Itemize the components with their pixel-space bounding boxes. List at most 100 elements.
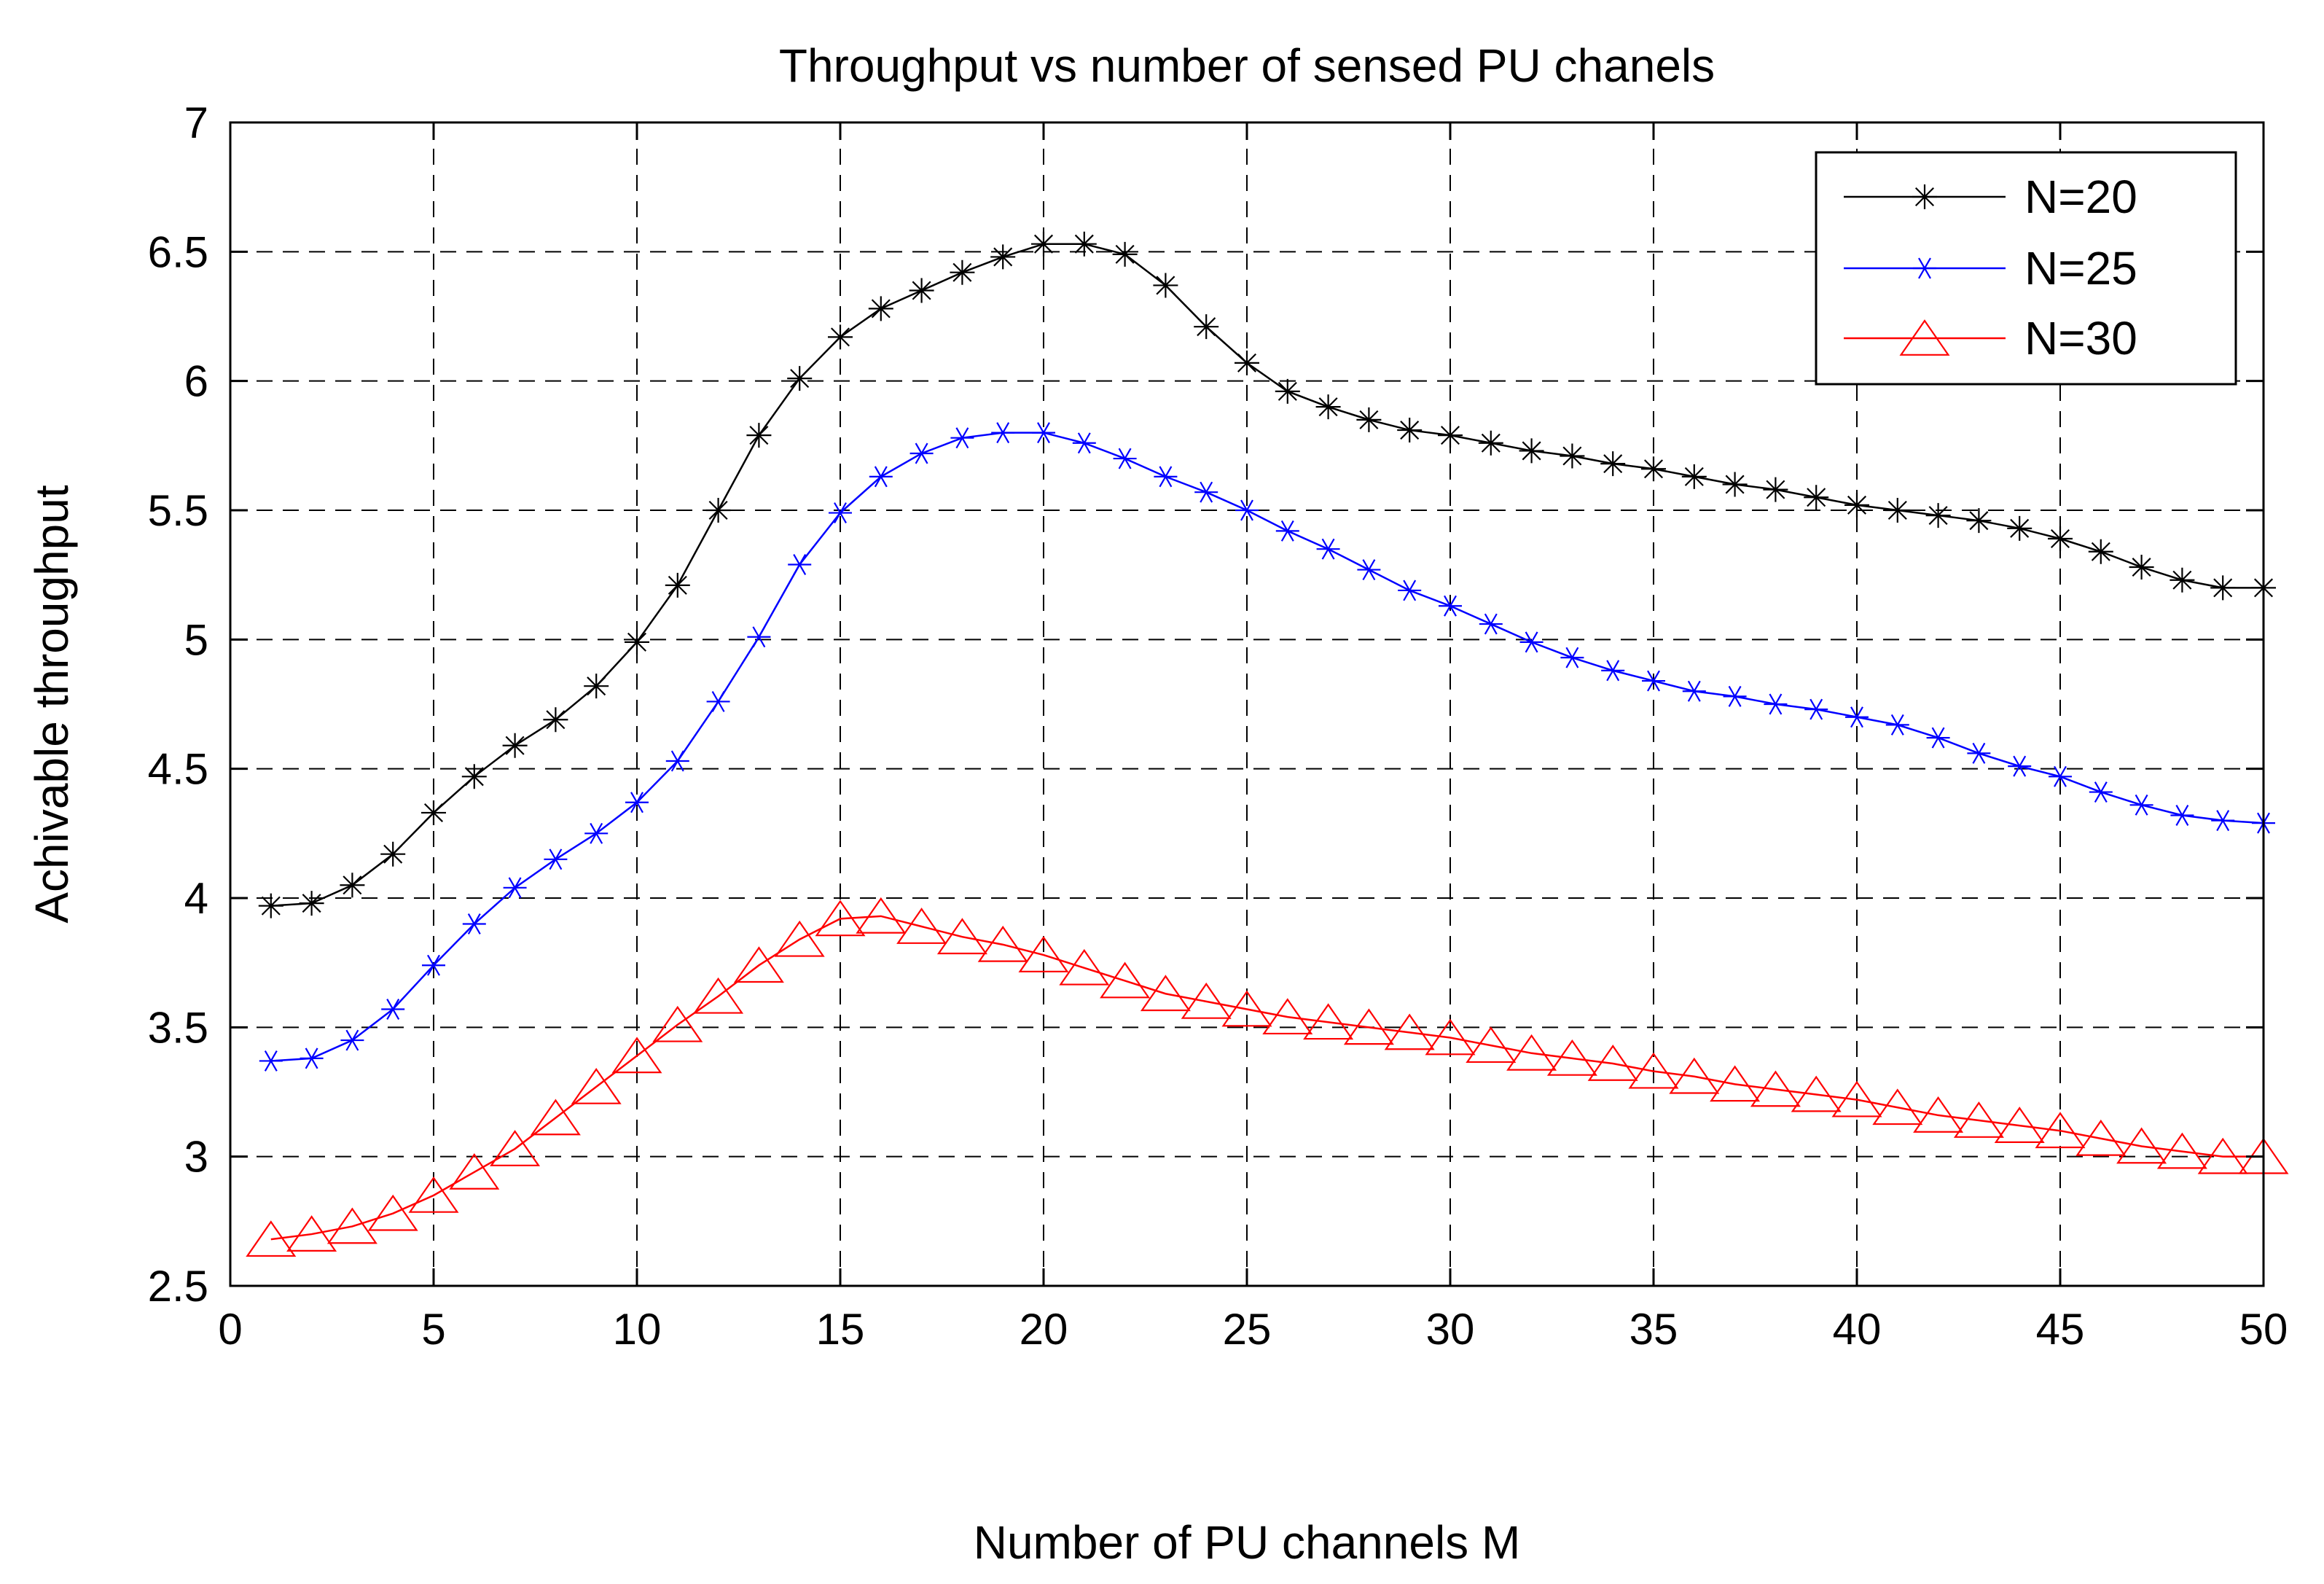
data-point xyxy=(408,1176,459,1213)
data-point xyxy=(2035,1112,2086,1149)
data-point xyxy=(1791,1075,1842,1112)
x-tick-label: 30 xyxy=(1426,1305,1475,1354)
data-point xyxy=(2116,1127,2167,1164)
data-point xyxy=(421,800,446,825)
data-point xyxy=(1071,231,1097,257)
data-point xyxy=(1479,613,1503,635)
data-point xyxy=(367,1194,418,1231)
data-point xyxy=(2129,794,2153,816)
data-point xyxy=(652,1005,703,1042)
data-point xyxy=(2197,1137,2248,1174)
data-point xyxy=(1722,472,1748,497)
data-point xyxy=(2156,1132,2207,1169)
data-point xyxy=(1925,503,1951,528)
x-tick-label: 40 xyxy=(1833,1305,1882,1354)
data-point xyxy=(300,1047,324,1069)
data-point xyxy=(543,707,568,733)
data-point xyxy=(1140,975,1191,1012)
data-point xyxy=(1845,706,1869,728)
data-point xyxy=(1153,273,1178,298)
data-point xyxy=(1466,1026,1517,1064)
data-point xyxy=(1831,1080,1882,1117)
data-point xyxy=(787,366,813,391)
data-point xyxy=(1600,451,1626,477)
data-point xyxy=(2210,575,2236,601)
data-point xyxy=(1763,477,1788,502)
data-point xyxy=(1546,1039,1597,1076)
data-point xyxy=(461,764,487,789)
legend-entry: N=25 xyxy=(1844,242,2137,294)
data-point xyxy=(706,690,730,712)
data-point xyxy=(991,422,1015,444)
data-point xyxy=(1235,499,1259,521)
data-point xyxy=(746,423,772,448)
legend: N=20 N=25 N=30 xyxy=(1815,151,2237,386)
data-point xyxy=(815,900,866,937)
data-point xyxy=(1478,430,1503,456)
data-point xyxy=(490,1130,541,1166)
data-point xyxy=(774,920,825,957)
data-point xyxy=(611,1037,662,1074)
data-point xyxy=(1710,1065,1761,1102)
data-point xyxy=(1560,443,1585,469)
y-tick-label: 6 xyxy=(184,357,208,406)
data-point xyxy=(2007,515,2032,541)
y-tick-label: 7 xyxy=(184,98,208,147)
data-point xyxy=(869,466,893,488)
data-point xyxy=(625,629,649,655)
data-point xyxy=(1303,1003,1354,1040)
x-tick-label: 15 xyxy=(816,1305,865,1354)
data-point xyxy=(449,1153,500,1190)
x-tick-label: 25 xyxy=(1223,1305,1272,1354)
data-point xyxy=(503,877,527,899)
x-tick-label: 0 xyxy=(218,1305,242,1354)
x-tick-label: 35 xyxy=(1629,1305,1678,1354)
series-line xyxy=(270,432,2264,1062)
data-point xyxy=(1885,498,1910,523)
legend-label: N=25 xyxy=(2024,242,2137,294)
data-point xyxy=(2075,1119,2127,1156)
y-tick-label: 4 xyxy=(184,874,208,923)
data-point xyxy=(1100,961,1151,999)
legend-entry: N=20 xyxy=(1844,171,2137,223)
legend-label: N=20 xyxy=(2024,171,2137,223)
data-point xyxy=(1587,1045,1638,1081)
data-point xyxy=(1681,464,1707,489)
x-axis-title: Number of PU channels M xyxy=(974,1516,1521,1569)
data-point xyxy=(950,260,975,285)
y-tick-label: 5.5 xyxy=(148,486,208,535)
data-point xyxy=(1628,1052,1679,1089)
data-point xyxy=(1844,492,1869,518)
data-point xyxy=(733,946,784,983)
data-point xyxy=(1682,680,1706,702)
series-n-20 xyxy=(258,231,2276,918)
data-point xyxy=(1262,998,1313,1035)
data-point xyxy=(1181,982,1232,1019)
data-point xyxy=(258,893,283,918)
data-point xyxy=(909,442,934,464)
data-point xyxy=(788,554,812,575)
data-point xyxy=(1641,456,1666,482)
y-tick-label: 2.5 xyxy=(148,1262,208,1311)
data-point xyxy=(1112,241,1138,267)
legend-entry: N=30 xyxy=(1844,312,2137,364)
data-point xyxy=(828,324,853,350)
data-point xyxy=(1560,647,1584,668)
chart-title: Throughput vs number of sensed PU chanel… xyxy=(779,39,1715,92)
data-point xyxy=(380,841,406,867)
legend-marker xyxy=(1912,184,1937,209)
y-tick-label: 3 xyxy=(184,1133,208,1182)
data-point xyxy=(340,1029,364,1051)
data-point xyxy=(326,1207,377,1244)
data-point xyxy=(1885,714,1909,736)
y-axis-title: Achivable throughput xyxy=(26,485,78,924)
data-point xyxy=(571,1067,622,1104)
data-point xyxy=(665,572,690,598)
y-tick-label: 4.5 xyxy=(148,745,208,794)
x-tick-label: 10 xyxy=(613,1305,662,1354)
data-point xyxy=(1154,466,1178,488)
data-point xyxy=(1642,670,1665,692)
data-point xyxy=(1926,727,1950,749)
data-point xyxy=(286,1215,337,1252)
